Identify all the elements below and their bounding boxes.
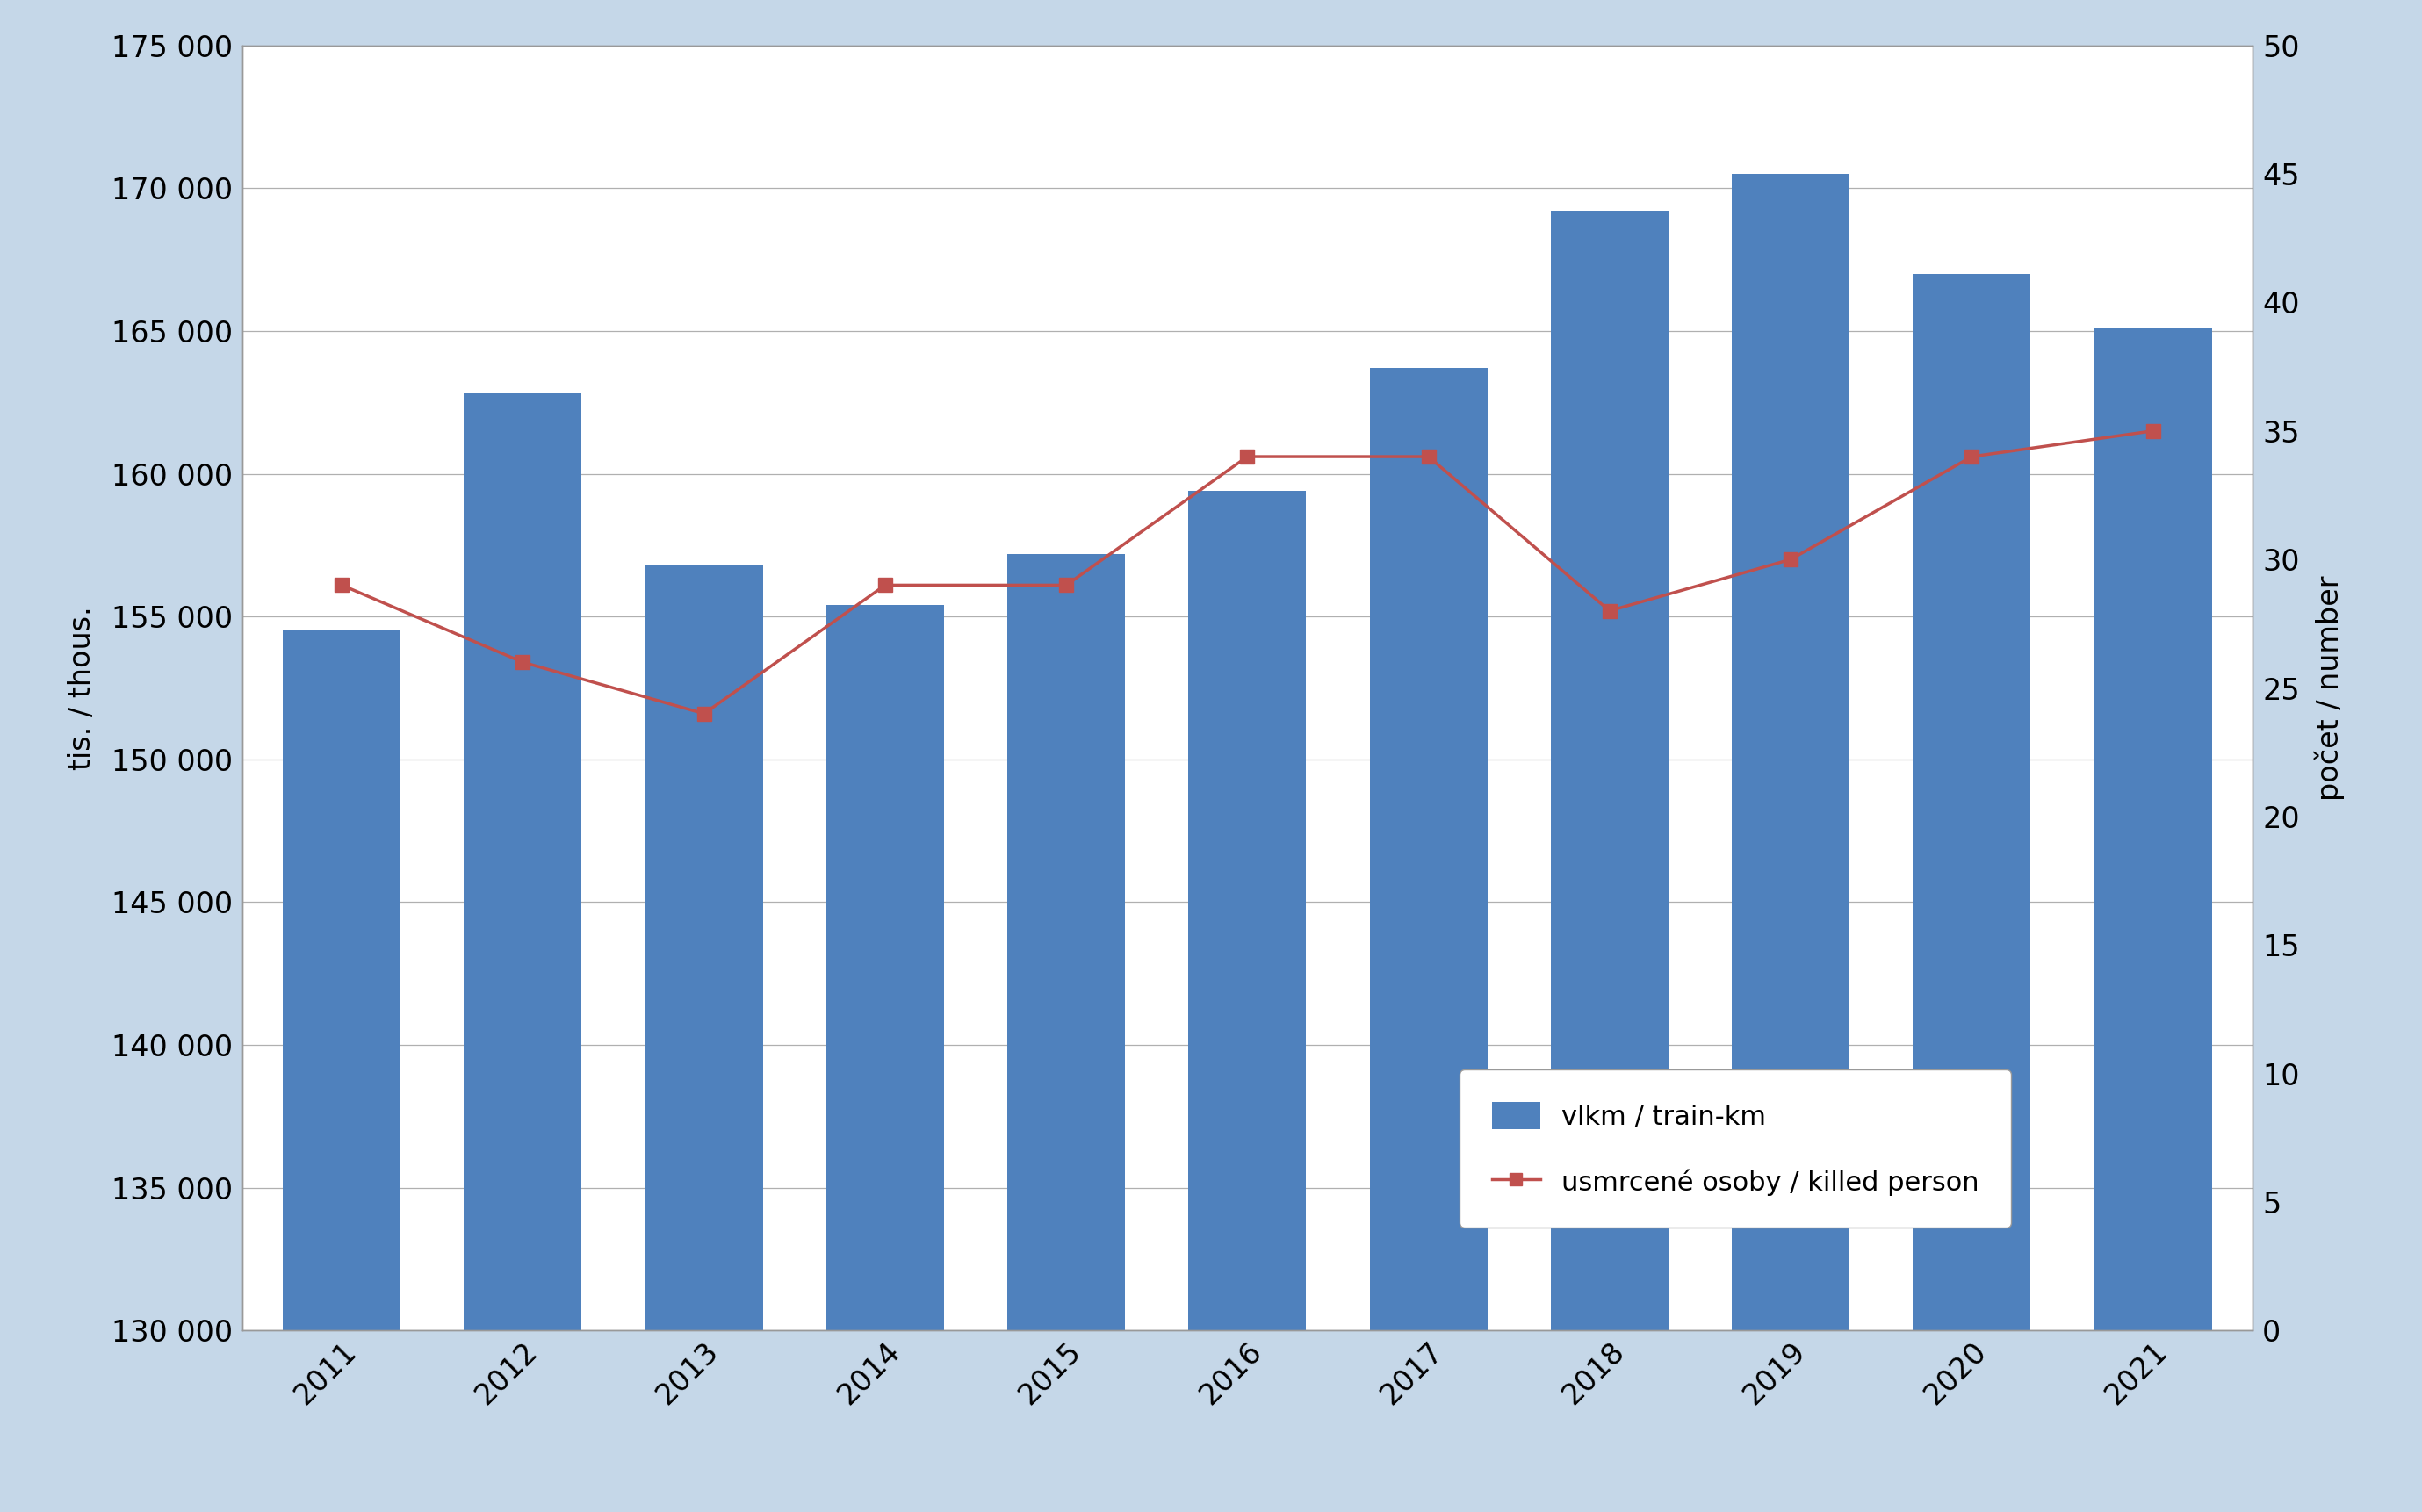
Bar xyxy=(644,565,763,1512)
Bar xyxy=(1732,174,1850,1512)
Bar xyxy=(1008,553,1126,1512)
Bar xyxy=(826,605,945,1512)
Bar xyxy=(2095,328,2211,1512)
Bar xyxy=(1368,367,1487,1512)
Bar xyxy=(465,393,581,1512)
Bar xyxy=(1189,491,1305,1512)
Legend: vlkm / train-km, usmrcené osoby / killed person: vlkm / train-km, usmrcené osoby / killed… xyxy=(1460,1069,2010,1228)
Y-axis label: počet / number: počet / number xyxy=(2315,576,2344,800)
Bar xyxy=(1550,212,1669,1512)
Y-axis label: tis. / thous.: tis. / thous. xyxy=(68,606,97,770)
Bar xyxy=(1913,274,2030,1512)
Bar xyxy=(283,631,400,1512)
